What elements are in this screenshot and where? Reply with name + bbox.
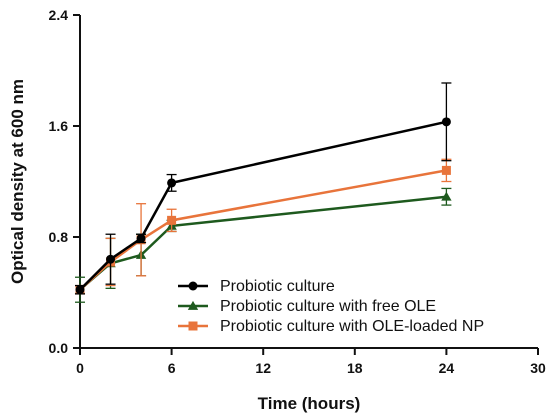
x-tick-label: 30: [530, 360, 546, 376]
plot-area: [74, 82, 452, 303]
x-tick-label: 24: [439, 360, 455, 376]
legend-item-probiotic-culture: Probiotic culture: [178, 278, 335, 295]
data-point-triangle: [441, 191, 452, 201]
data-point-square: [441, 165, 451, 175]
series-2: [75, 158, 452, 295]
data-point-circle: [441, 117, 451, 127]
x-axis-title: Time (hours): [258, 394, 361, 413]
series-line: [79, 169, 447, 291]
x-tick-label: 18: [347, 360, 363, 376]
data-point-circle: [75, 285, 85, 295]
legend-label: Probiotic culture: [220, 278, 335, 295]
legend-marker: [188, 281, 198, 291]
y-axis-title: Optical density at 600 nm: [8, 79, 27, 284]
y-tick-label: 0.0: [49, 340, 69, 356]
legend-marker: [188, 321, 198, 331]
y-tick-label: 0.8: [49, 229, 69, 245]
data-point-square: [188, 321, 198, 331]
y-tick-label: 2.4: [49, 7, 69, 23]
series-0: [75, 82, 452, 295]
legend: Probiotic culture Probiotic culture with…: [178, 278, 484, 335]
x-tick-label: 12: [255, 360, 271, 376]
data-point-triangle: [187, 300, 199, 310]
legend-label: Probiotic culture with free OLE: [220, 298, 436, 315]
data-point-circle: [136, 233, 146, 243]
y-axis-ticks: 0.0 0.8 1.6 2.4: [49, 7, 80, 356]
legend-item-ole-loaded-np: Probiotic culture with OLE-loaded NP: [178, 318, 484, 335]
data-point-circle: [188, 281, 198, 291]
x-tick-label: 6: [168, 360, 176, 376]
y-tick-label: 1.6: [49, 118, 69, 134]
data-point-circle: [167, 178, 177, 188]
data-point-circle: [106, 254, 116, 264]
legend-item-free-ole: Probiotic culture with free OLE: [178, 298, 436, 315]
legend-marker: [187, 300, 199, 310]
series-line: [79, 120, 447, 291]
legend-label: Probiotic culture with OLE-loaded NP: [220, 318, 484, 335]
data-point-square: [167, 215, 177, 225]
x-axis-ticks: 0 6 12 18 24 30: [76, 348, 546, 376]
x-tick-label: 0: [76, 360, 84, 376]
